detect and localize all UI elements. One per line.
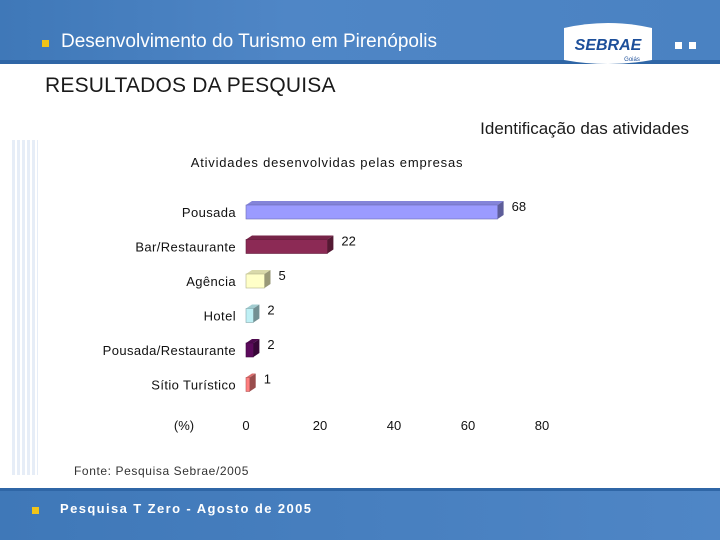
sebrae-logo: SEBRAE Goiás (564, 23, 652, 64)
x-axis-label: (%) (174, 418, 194, 433)
x-tick-label: 20 (313, 418, 327, 433)
footer-bar (0, 488, 720, 540)
x-tick-label: 40 (387, 418, 401, 433)
sidebar-decoration (12, 140, 38, 475)
bar-top (246, 201, 504, 205)
data-label: 1 (264, 372, 271, 387)
bar-side (327, 235, 334, 254)
bar-group (245, 339, 260, 358)
x-tick-label: 0 (242, 418, 249, 433)
header-square-icon (675, 42, 682, 49)
bar (245, 239, 328, 254)
logo-subtext: Goiás (624, 57, 640, 63)
bar-top (246, 373, 256, 378)
bar-side (249, 373, 256, 392)
logo-badge (564, 23, 652, 64)
bar (245, 273, 265, 289)
bar-side (497, 201, 504, 219)
bar (245, 377, 251, 392)
header-square-icon (689, 42, 696, 49)
bar-side (253, 304, 260, 323)
x-tick-label: 60 (461, 418, 475, 433)
bar-group (245, 373, 256, 392)
bar-top (246, 304, 260, 309)
x-tick-label: 80 (535, 418, 549, 433)
header-bullet-icon (42, 40, 49, 47)
data-label: 2 (267, 337, 274, 352)
footer-stripe (0, 488, 720, 491)
category-label: Pousada (182, 205, 236, 220)
footer-bullet-icon (32, 507, 39, 514)
bar-top (246, 235, 334, 240)
data-label: 5 (279, 268, 286, 283)
category-label: Hotel (204, 309, 236, 324)
header-title: Desenvolvimento do Turismo em Pirenópoli… (61, 31, 437, 52)
category-label: Bar/Restaurante (135, 240, 236, 255)
data-label: 2 (267, 303, 274, 318)
data-label: 68 (512, 199, 526, 214)
bar-group (245, 235, 334, 254)
bar-group (245, 304, 260, 323)
section-title: RESULTADOS DA PESQUISA (45, 74, 336, 97)
bar-group (245, 270, 271, 289)
bar (245, 308, 254, 323)
chart-title: Atividades desenvolvidas pelas empresas (191, 155, 464, 170)
bar-top (246, 339, 260, 343)
category-label: Sítio Turístico (151, 378, 236, 393)
source-note: Fonte: Pesquisa Sebrae/2005 (74, 464, 249, 478)
page-subtitle: Identificação das atividades (480, 119, 689, 138)
bar-top (246, 270, 271, 274)
footer-text: Pesquisa T Zero - Agosto de 2005 (60, 501, 313, 516)
bar-side (264, 270, 271, 288)
category-label: Agência (186, 274, 236, 289)
bar (245, 342, 254, 358)
category-label: Pousada/Restaurante (103, 343, 236, 358)
header-stripe (0, 60, 720, 64)
bar-group (245, 201, 504, 220)
bar-side (253, 339, 260, 357)
logo-text: SEBRAE (575, 37, 643, 54)
bar (245, 204, 498, 220)
data-label: 22 (341, 234, 355, 249)
